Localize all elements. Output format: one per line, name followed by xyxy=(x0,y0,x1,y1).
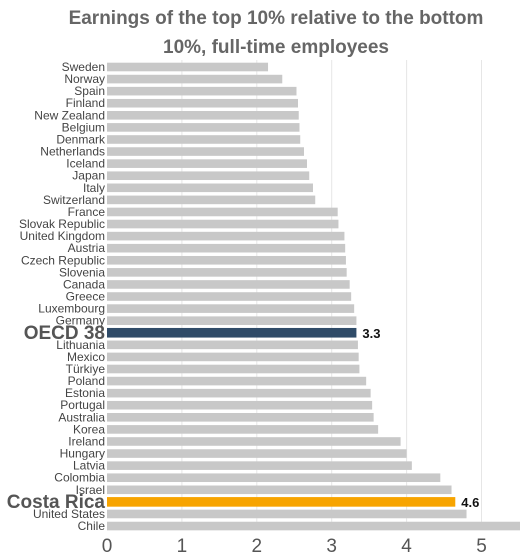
category-label: Slovenia xyxy=(59,265,105,279)
x-tick-label: 1 xyxy=(177,536,188,555)
bar xyxy=(107,376,367,386)
bar xyxy=(107,400,373,410)
bar xyxy=(107,207,338,217)
category-label: New Zealand xyxy=(34,108,105,122)
bar xyxy=(107,340,358,350)
bar xyxy=(107,255,346,265)
bar xyxy=(107,231,345,241)
category-label: Germany xyxy=(56,314,105,328)
x-axis-ticks: 0 1 2 3 4 5 xyxy=(102,536,487,555)
category-label: Poland xyxy=(68,374,105,388)
category-label: Switzerland xyxy=(43,193,105,207)
bar xyxy=(107,219,339,229)
bar xyxy=(107,123,300,132)
category-label: Belgium xyxy=(62,120,105,134)
x-tick-label: 3 xyxy=(326,536,337,555)
bar xyxy=(107,86,297,96)
bar xyxy=(107,352,359,362)
category-label: OECD 38 xyxy=(24,323,105,344)
category-label: Greece xyxy=(66,290,106,304)
bar xyxy=(107,195,316,205)
category-label: Chile xyxy=(78,519,106,533)
category-label: Estonia xyxy=(65,386,105,400)
bar xyxy=(107,473,441,483)
bar xyxy=(107,111,299,120)
category-label: Hungary xyxy=(60,447,105,461)
x-tick-label: 5 xyxy=(476,536,487,555)
bar xyxy=(107,437,401,446)
bar xyxy=(107,485,452,495)
category-label: Slovak Republic xyxy=(19,217,105,231)
bar xyxy=(107,497,456,507)
value-label: 3.3 xyxy=(362,326,380,341)
category-label: Costa Rica xyxy=(7,492,106,513)
bar xyxy=(107,243,346,253)
bar xyxy=(107,159,307,168)
bar xyxy=(107,327,357,338)
bar xyxy=(107,171,310,181)
category-label: Lithuania xyxy=(56,338,105,352)
category-label: Canada xyxy=(63,277,105,291)
bar xyxy=(107,280,350,289)
category-label: Australia xyxy=(58,410,105,424)
bar xyxy=(107,449,407,458)
bar xyxy=(107,304,355,313)
category-label: Korea xyxy=(73,422,105,436)
category-label: Israel xyxy=(76,483,105,497)
bar xyxy=(107,98,298,108)
chart-title-line-1: Earnings of the top 10% relative to the … xyxy=(69,8,484,29)
bar xyxy=(107,292,352,301)
chart-title-line-2: 10%, full-time employees xyxy=(163,37,389,58)
category-label: Latvia xyxy=(73,459,105,473)
bar xyxy=(107,425,379,434)
bar xyxy=(107,509,467,519)
bar xyxy=(107,316,357,325)
category-label: Italy xyxy=(83,181,105,195)
category-label: Netherlands xyxy=(40,145,105,159)
category-label: Austria xyxy=(68,241,106,255)
bar xyxy=(107,364,360,374)
x-tick-label: 0 xyxy=(102,536,113,555)
category-label: Denmark xyxy=(56,132,106,146)
bars xyxy=(107,62,520,531)
bar xyxy=(107,62,269,72)
category-label: Spain xyxy=(74,84,105,98)
bar xyxy=(107,413,374,422)
value-label: 4.6 xyxy=(461,495,479,510)
bar xyxy=(107,135,301,144)
category-label: Mexico xyxy=(67,350,105,364)
x-tick-label: 2 xyxy=(252,536,263,555)
bar xyxy=(107,147,304,156)
bar xyxy=(107,461,412,470)
category-label: Ireland xyxy=(68,434,105,448)
category-label: Türkiye xyxy=(66,362,106,376)
category-label: Colombia xyxy=(54,471,105,485)
category-label: Luxembourg xyxy=(38,302,105,316)
bar xyxy=(107,521,520,531)
value-labels: 3.3 4.6 xyxy=(362,326,479,510)
category-label: Portugal xyxy=(60,398,105,412)
bar xyxy=(107,183,313,193)
category-label: United Kingdom xyxy=(20,229,105,243)
category-label: Finland xyxy=(66,96,105,110)
category-label: Japan xyxy=(72,169,105,183)
x-tick-label: 4 xyxy=(401,536,412,555)
category-label: Czech Republic xyxy=(21,253,105,267)
category-label: United States xyxy=(33,507,105,521)
bar xyxy=(107,268,347,277)
bar xyxy=(107,388,371,398)
category-label: Norway xyxy=(64,72,105,86)
bar xyxy=(107,74,283,84)
category-label: Iceland xyxy=(66,157,105,171)
category-label: Sweden xyxy=(62,60,105,74)
category-label: France xyxy=(68,205,106,219)
